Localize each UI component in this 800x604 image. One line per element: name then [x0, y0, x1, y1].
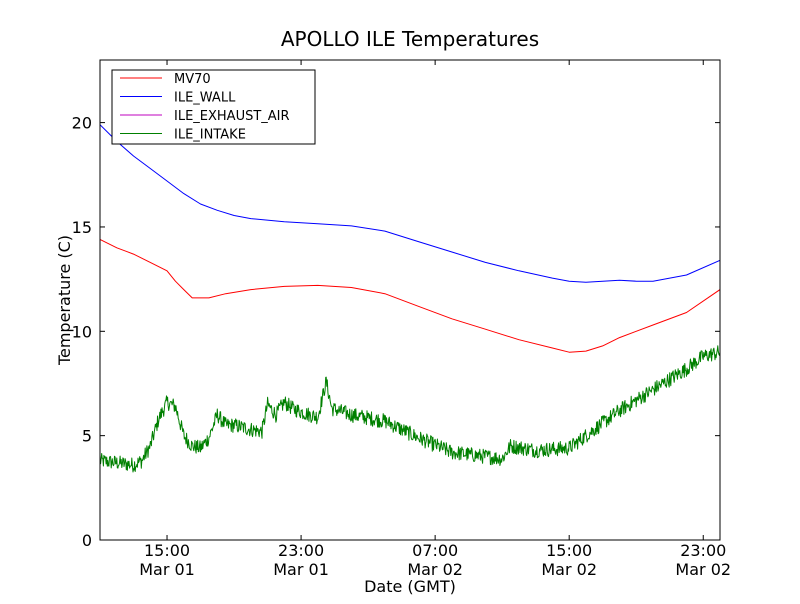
legend-label: ILE_WALL: [174, 91, 236, 106]
series-line-mv70: [100, 239, 720, 353]
y-tick-label: 5: [82, 427, 92, 446]
x-tick-label: 07:00: [412, 541, 458, 560]
y-tick-label: 15: [72, 218, 92, 237]
x-tick-sublabel: Mar 02: [675, 560, 731, 579]
series-line-ile-intake: [100, 345, 720, 473]
x-tick-sublabel: Mar 01: [139, 560, 195, 579]
chart-title: APOLLO ILE Temperatures: [281, 27, 539, 51]
y-axis-label: Temperature (C): [55, 235, 74, 366]
x-tick-label: 23:00: [680, 541, 726, 560]
y-axis: 0 5 10 15 20: [72, 114, 720, 550]
x-axis-label: Date (GMT): [364, 577, 456, 596]
y-tick-label: 20: [72, 114, 92, 133]
x-tick-sublabel: Mar 02: [407, 560, 463, 579]
x-tick-sublabel: Mar 02: [541, 560, 597, 579]
x-tick-label: 23:00: [278, 541, 324, 560]
x-tick-sublabel: Mar 01: [273, 560, 329, 579]
x-tick-label: 15:00: [144, 541, 190, 560]
y-tick-label: 0: [82, 531, 92, 550]
legend-label: MV70: [174, 72, 211, 87]
legend-label: ILE_INTAKE: [174, 128, 246, 143]
legend: MV70 ILE_WALL ILE_EXHAUST_AIR ILE_INTAKE: [111, 69, 316, 145]
x-tick-label: 15:00: [546, 541, 592, 560]
legend-label: ILE_EXHAUST_AIR: [174, 109, 290, 124]
legend-frame: [111, 69, 316, 145]
plot-area-frame: [99, 59, 721, 541]
series-line-ile-wall: [100, 124, 720, 283]
y-tick-label: 10: [72, 322, 92, 341]
series-layer: [100, 124, 720, 473]
